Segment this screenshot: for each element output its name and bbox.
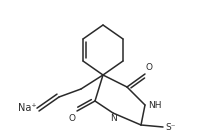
Text: O: O [69,114,76,123]
Text: Na⁺: Na⁺ [18,103,36,113]
Text: NH: NH [147,102,161,111]
Text: S⁻: S⁻ [164,123,175,132]
Text: N: N [110,114,117,123]
Text: O: O [145,63,152,72]
